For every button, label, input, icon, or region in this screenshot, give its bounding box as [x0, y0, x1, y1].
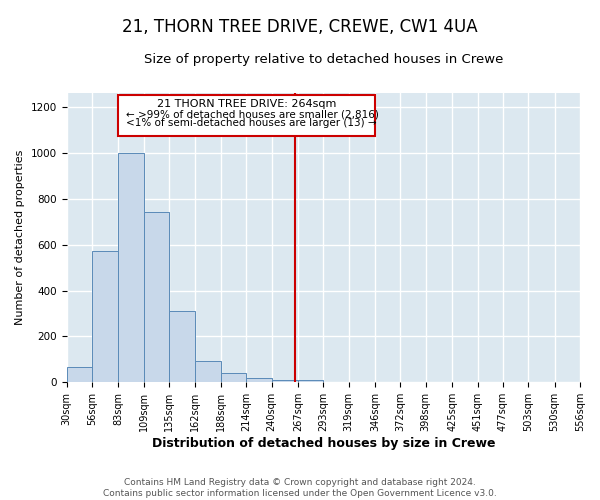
Bar [143, 212, 169, 382]
Text: ← >99% of detached houses are smaller (2,816): ← >99% of detached houses are smaller (2… [126, 109, 379, 119]
Text: 21, THORN TREE DRIVE, CREWE, CW1 4UA: 21, THORN TREE DRIVE, CREWE, CW1 4UA [122, 18, 478, 36]
Bar [221, 373, 246, 382]
Text: <1% of semi-detached houses are larger (13) →: <1% of semi-detached houses are larger (… [126, 118, 377, 128]
Title: Size of property relative to detached houses in Crewe: Size of property relative to detached ho… [143, 52, 503, 66]
Bar [298, 380, 323, 382]
Bar [196, 360, 221, 382]
Text: 21 THORN TREE DRIVE: 264sqm: 21 THORN TREE DRIVE: 264sqm [157, 100, 337, 110]
Bar [272, 380, 298, 382]
X-axis label: Distribution of detached houses by size in Crewe: Distribution of detached houses by size … [152, 437, 495, 450]
Bar [118, 153, 143, 382]
Y-axis label: Number of detached properties: Number of detached properties [15, 150, 25, 326]
Bar [246, 378, 272, 382]
Bar [92, 252, 118, 382]
Bar [67, 368, 92, 382]
Text: Contains HM Land Registry data © Crown copyright and database right 2024.
Contai: Contains HM Land Registry data © Crown c… [103, 478, 497, 498]
FancyBboxPatch shape [118, 96, 375, 136]
Bar [169, 311, 196, 382]
